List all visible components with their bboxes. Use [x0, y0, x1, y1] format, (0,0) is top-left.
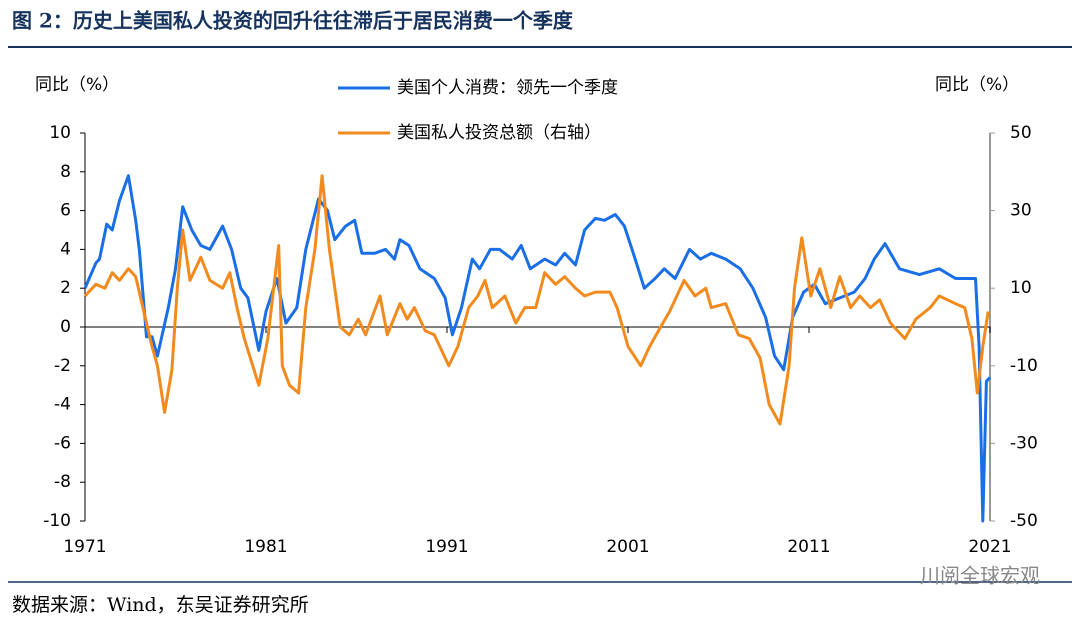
y-tick-label: -4	[54, 395, 71, 415]
y-tick-label: -10	[43, 511, 71, 531]
x-tick-label: 2011	[787, 537, 830, 557]
x-tick-label: 2001	[606, 537, 649, 557]
source: 数据来源：Wind，东吴证券研究所	[12, 594, 309, 616]
x-tick-label: 2021	[968, 537, 1011, 557]
y2-tick-label: 30	[1010, 201, 1032, 221]
y-tick-label: 8	[60, 162, 71, 182]
legend-label: 美国私人投资总额（右轴）	[397, 123, 601, 143]
y2-tick-label: -30	[1010, 433, 1038, 453]
y-tick-label: -8	[54, 472, 71, 492]
y-tick-label: -2	[54, 356, 71, 376]
page-title: 图 2：历史上美国私人投资的回升往往滞后于居民消费一个季度	[12, 9, 574, 33]
x-tick-label: 1981	[244, 537, 287, 557]
y-tick-label: 6	[60, 201, 71, 221]
y-axis-label: 同比（%）	[35, 75, 119, 95]
y2-tick-label: 50	[1010, 123, 1032, 143]
y-tick-label: -6	[54, 433, 71, 453]
y-tick-label: 0	[60, 317, 71, 337]
series-line	[83, 174, 992, 523]
x-tick-label: 1991	[425, 537, 468, 557]
y2-tick-label: 10	[1010, 278, 1032, 298]
series-line	[83, 174, 990, 426]
watermark: 川阅全球宏观	[920, 564, 1040, 588]
legend-label: 美国个人消费：领先一个季度	[397, 78, 618, 98]
y2-axis-label: 同比（%）	[935, 75, 1019, 95]
y2-tick-label: -10	[1010, 356, 1038, 376]
y-tick-label: 2	[60, 278, 71, 298]
y-tick-label: 10	[49, 123, 71, 143]
x-tick-label: 1971	[63, 537, 106, 557]
y2-tick-label: -50	[1010, 511, 1038, 531]
y-tick-label: 4	[60, 239, 71, 259]
